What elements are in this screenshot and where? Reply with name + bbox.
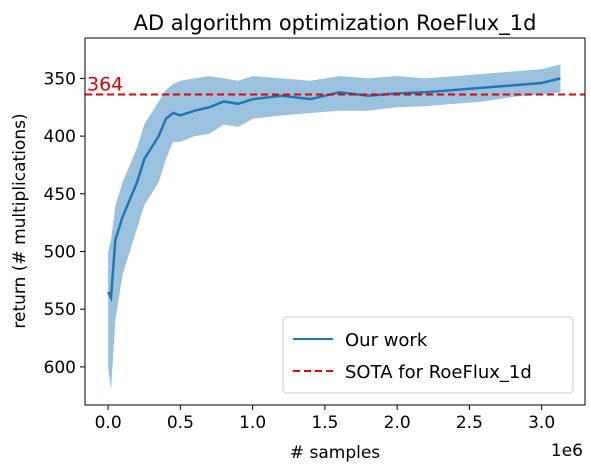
chart-title: AD algorithm optimization RoeFlux_1d [134,11,537,36]
x-tick-label: 1.5 [311,413,338,433]
y-axis-label: return (# multiplications) [10,113,30,328]
x-tick-label: 2.5 [456,413,483,433]
plot-frame [84,37,586,406]
x-tick-label: 2.0 [384,413,411,433]
y-tick-label: 550 [44,300,76,320]
x-tick-label: 3.0 [528,413,555,433]
x-tick-label: 0.0 [95,413,122,433]
legend: Our work SOTA for RoeFlux_1d [282,316,574,394]
x-tick-label: 0.5 [167,413,194,433]
y-tick-label: 600 [44,358,76,378]
y-tick-label: 500 [44,243,76,263]
line [107,77,561,303]
legend-label: SOTA for RoeFlux_1d [345,362,532,383]
x-offset-label: 1e6 [551,441,583,461]
x-axis-label: # samples [290,443,380,463]
y-tick-label: 400 [44,127,76,147]
legend-label: Our work [345,330,428,351]
reference-label: 364 [87,74,123,96]
legend-box [282,316,574,394]
y-tick-label: 450 [44,185,76,205]
y-tick-label: 350 [44,69,76,89]
x-tick-label: 1.0 [239,413,266,433]
